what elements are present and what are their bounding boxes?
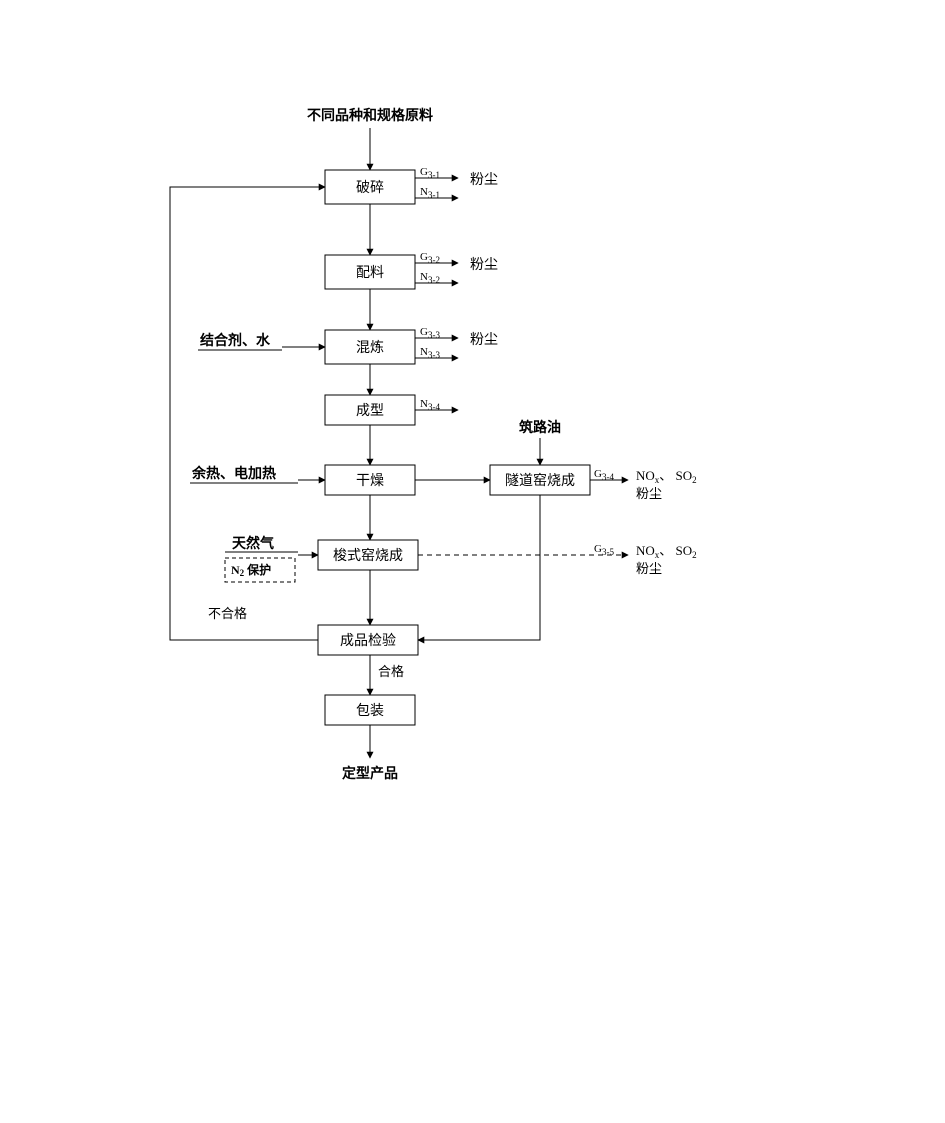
- node-pack-label: 包装: [356, 703, 384, 719]
- out-mix-dust: 粉尘: [470, 332, 498, 348]
- node-tunnel-label: 隧道窑烧成: [505, 472, 575, 489]
- output-product: 定型产品: [342, 765, 398, 782]
- out-crush-dust: 粉尘: [470, 172, 498, 188]
- out-shuttle-2: 粉尘: [636, 561, 662, 576]
- edge-tunnel-inspect: [418, 495, 540, 640]
- out-shuttle-1: NOx、 SO2: [636, 543, 697, 560]
- out-batch-dust: 粉尘: [470, 257, 498, 273]
- label-form-n: N3-4: [420, 398, 440, 412]
- label-pass: 合格: [378, 664, 404, 679]
- input-wasteheat: 余热、电加热: [191, 465, 276, 482]
- node-batch-label: 配料: [356, 265, 384, 281]
- input-binder: 结合剂、水: [200, 332, 271, 349]
- node-mix-label: 混炼: [356, 340, 384, 356]
- out-tunnel-1: NOx、 SO2: [636, 468, 697, 485]
- node-shuttle-label: 梭式窑烧成: [333, 547, 403, 564]
- label-crush-g: G3-1: [420, 166, 440, 180]
- label-mix-g: G3-3: [420, 326, 440, 340]
- node-crush-label: 破碎: [356, 180, 384, 196]
- input-roadoil: 筑路油: [519, 419, 561, 436]
- label-mix-n: N3-3: [420, 346, 440, 360]
- out-tunnel-2: 粉尘: [636, 486, 662, 501]
- node-inspect-label: 成品检验: [340, 633, 396, 649]
- input-natgas: 天然气: [232, 535, 274, 552]
- label-batch-n: N3-2: [420, 271, 440, 285]
- label-shuttle-g: G3-5: [594, 543, 614, 557]
- node-form-label: 成型: [356, 403, 384, 419]
- label-fail: 不合格: [208, 606, 247, 621]
- node-dry-label: 干燥: [356, 473, 384, 489]
- input-raw-material: 不同品种和规格原料: [307, 107, 433, 124]
- label-crush-n: N3-1: [420, 186, 440, 200]
- label-tunnel-g: G3-4: [594, 468, 614, 482]
- label-batch-g: G3-2: [420, 251, 440, 265]
- node-n2-label: N2 保护: [231, 562, 271, 578]
